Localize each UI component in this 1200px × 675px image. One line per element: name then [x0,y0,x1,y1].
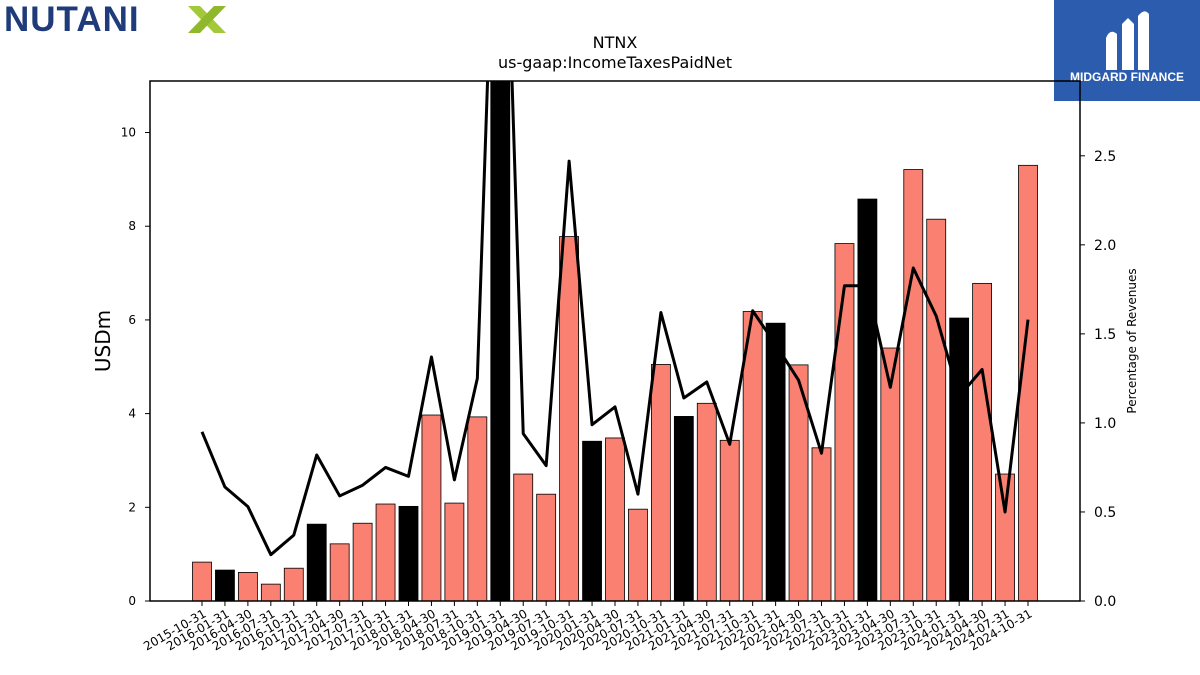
bar [329,543,350,602]
y2-tick-label: 1.5 [1094,327,1116,343]
bar [949,317,970,602]
y-tick-label: 8 [128,219,136,233]
y-axis-right: 0.0 0.5 1.0 1.5 2.0 2.5 [1080,149,1116,610]
bar [605,437,625,602]
bar [536,493,557,602]
y-tick-label: 4 [128,407,136,421]
bar [352,522,373,602]
bar [696,402,717,602]
bar [834,243,855,602]
bar [559,236,580,602]
bar [650,364,671,602]
y2-tick-label: 0.0 [1094,594,1116,610]
chart-subtitle: us-gaap:IncomeTaxesPaidNet [498,53,732,72]
bar [444,502,465,602]
bar-series [192,80,1038,602]
bar [972,282,993,602]
x-axis: 2015-10-312016-01-312016-04-302016-07-31… [141,601,1035,653]
y-tick-label: 6 [128,313,136,327]
bar [375,503,396,602]
y-tick-label: 0 [128,594,136,608]
bar [421,414,442,602]
chart-title: NTNX [593,33,638,52]
bar [926,218,947,602]
midgard-emblem-icon [1106,11,1149,70]
bar [995,473,1015,602]
midgard-logo-text: MIDGARD FINANCE [1070,70,1184,84]
line-series [200,81,1030,557]
bar [673,416,694,602]
bar [306,523,327,602]
y-tick-label: 10 [121,126,136,140]
percentage-line [200,81,1030,557]
bar [467,416,488,602]
y-axis-left: 0 2 4 6 8 10 [121,126,150,608]
bar [215,569,235,602]
y-axis-label: USDm [91,310,115,372]
nutanix-x-mark [188,6,226,33]
bar [237,572,258,602]
nutanix-logo: NUTANI [4,0,226,39]
y2-axis-label: Percentage of Revenues [1125,268,1139,413]
bar [719,439,740,602]
bar [811,447,832,602]
bar [765,322,786,602]
bar [628,508,648,602]
y-tick-label: 2 [128,500,136,514]
bar [260,583,281,602]
bar [283,567,304,602]
bar [857,198,878,602]
bar [903,169,924,602]
bar [490,80,511,602]
nutanix-logo-text: NUTANI [4,0,140,39]
y2-tick-label: 1.0 [1094,416,1116,432]
y2-tick-label: 0.5 [1094,505,1116,521]
bar [582,440,602,602]
y2-tick-label: 2.5 [1094,149,1116,165]
bar [398,505,419,602]
midgard-finance-logo: MIDGARD FINANCE [1054,0,1200,101]
bar [192,561,212,602]
y2-tick-label: 2.0 [1094,238,1116,254]
bar [513,473,534,602]
